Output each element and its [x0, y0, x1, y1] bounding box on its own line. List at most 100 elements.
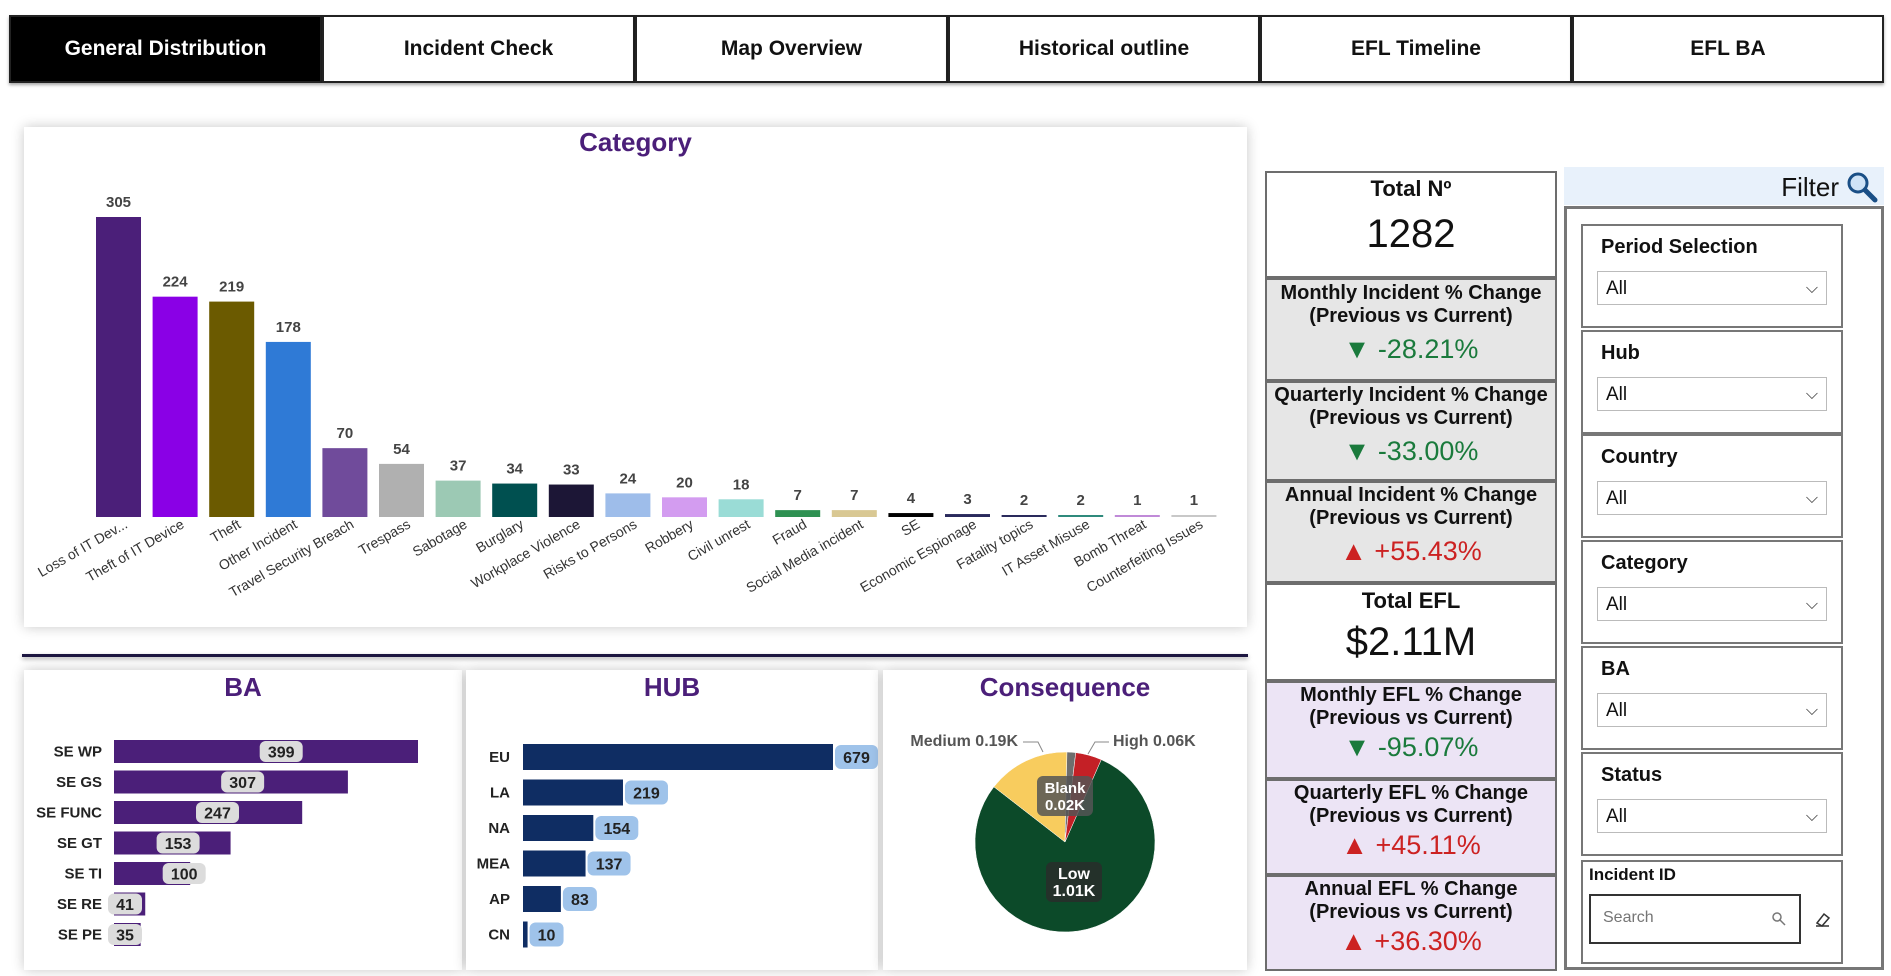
filter-ba: BA All ⌵: [1581, 646, 1843, 750]
hub-bar[interactable]: [523, 921, 528, 948]
category-value-label: 34: [506, 461, 523, 478]
pie-label-low-value: 1.01K: [1053, 883, 1096, 900]
category-value-label: 219: [219, 279, 244, 296]
hub-bar[interactable]: [523, 850, 586, 877]
filter-incident-id: Incident ID: [1581, 860, 1843, 964]
category-bar[interactable]: [1114, 515, 1160, 517]
tab-incident-check[interactable]: Incident Check: [322, 15, 635, 83]
pie-label-blank-bg: [1037, 776, 1093, 816]
filter-category-label: Category: [1601, 552, 1688, 574]
ba-value: All: [1606, 700, 1628, 721]
category-bar[interactable]: [322, 448, 368, 517]
period-selection-dropdown[interactable]: All ⌵: [1597, 271, 1827, 305]
category-bar[interactable]: [435, 480, 481, 517]
ba-axis-label: SE RE: [57, 896, 102, 913]
tab-efl-ba[interactable]: EFL BA: [1572, 15, 1884, 83]
kpi-annual-efl: Annual EFL % Change (Previous vs Current…: [1265, 875, 1557, 971]
filter-hub: Hub All ⌵: [1581, 330, 1843, 434]
category-value-label: 54: [393, 441, 410, 458]
category-value-label: 224: [163, 274, 189, 291]
kpi-total-efl-title: Total EFL: [1361, 588, 1461, 613]
category-bar[interactable]: [152, 296, 198, 517]
category-bar[interactable]: [379, 463, 424, 517]
chevron-down-icon: ⌵: [1805, 808, 1818, 825]
pie-label-medium: Medium 0.19K: [910, 733, 1018, 750]
ba-axis-label: SE GT: [57, 835, 102, 852]
kpi-quarterly-incident-title: Quarterly Incident % Change: [1274, 384, 1548, 406]
ba-value-pill: [221, 771, 265, 793]
category-bar[interactable]: [831, 510, 877, 517]
category-bar[interactable]: [1058, 515, 1104, 517]
kpi-quarterly-incident-subtitle: (Previous vs Current): [1309, 407, 1513, 429]
category-value-label: 1: [1190, 492, 1198, 509]
hub-axis-label: EU: [489, 749, 510, 766]
tab-map-overview[interactable]: Map Overview: [635, 15, 948, 83]
category-axis-label: Trespass: [356, 516, 413, 558]
category-bar[interactable]: [775, 510, 821, 517]
category-bar[interactable]: [1171, 515, 1217, 517]
ba-chart-panel: BA SE WP 399 SE GS 307 SE FUNC 247 SE GT 153 SE …: [24, 670, 462, 970]
category-value-label: 2: [1077, 492, 1085, 509]
category-value-label: 3: [963, 491, 971, 508]
category-dropdown[interactable]: All ⌵: [1597, 587, 1827, 621]
hub-chart-panel: HUB EU 679 LA 219 NA 154 MEA 137 AP 83 CN 10: [466, 670, 878, 970]
category-bar[interactable]: [1001, 515, 1047, 517]
category-bar[interactable]: [718, 499, 764, 517]
category-bar[interactable]: [662, 497, 707, 517]
pie-label-blank-value: 0.02K: [1045, 797, 1085, 814]
pie-label-low-bg: [1046, 862, 1102, 902]
eraser-icon[interactable]: [1813, 909, 1833, 929]
hub-bar[interactable]: [523, 744, 833, 770]
hub-bar[interactable]: [523, 815, 594, 841]
category-bar[interactable]: [209, 301, 255, 517]
hub-bar[interactable]: [523, 886, 561, 912]
category-axis-label: Civil unrest: [685, 516, 753, 565]
category-bar[interactable]: [548, 484, 594, 517]
filter-country: Country All ⌵: [1581, 434, 1843, 538]
kpi-monthly-efl-subtitle: (Previous vs Current): [1309, 707, 1513, 729]
ba-axis-label: SE FUNC: [36, 805, 102, 822]
kpi-annual-incident-value: ▲ +55.43%: [1340, 536, 1482, 566]
hub-value-label: 137: [596, 857, 623, 874]
filter-hub-label: Hub: [1601, 342, 1640, 364]
category-value-label: 33: [563, 462, 580, 479]
category-bar[interactable]: [605, 493, 651, 517]
filter-ba-label: BA: [1601, 658, 1630, 680]
incident-id-search-input[interactable]: [1601, 908, 1755, 928]
magnifier-icon[interactable]: [1844, 169, 1878, 203]
hub-value-pill: [587, 851, 631, 876]
hub-value-pill: [835, 745, 878, 769]
status-dropdown[interactable]: All ⌵: [1597, 799, 1827, 833]
category-value: All: [1606, 594, 1628, 615]
category-chart-title: Category: [579, 127, 692, 157]
ba-value-label: 153: [165, 836, 192, 853]
pie-slice-medium[interactable]: [993, 751, 1068, 843]
category-value-label: 305: [106, 194, 131, 211]
category-bar[interactable]: [888, 513, 934, 517]
category-bar[interactable]: [945, 514, 990, 517]
tab-general-distribution[interactable]: General Distribution: [9, 15, 322, 83]
kpi-quarterly-incident: Quarterly Incident % Change (Previous vs…: [1265, 381, 1557, 481]
tab-efl-timeline[interactable]: EFL Timeline: [1260, 15, 1572, 83]
kpi-monthly-incident: Monthly Incident % Change (Previous vs C…: [1265, 278, 1557, 381]
category-bar[interactable]: [492, 483, 538, 517]
hub-dropdown[interactable]: All ⌵: [1597, 377, 1827, 411]
incident-id-search[interactable]: [1589, 894, 1801, 944]
hub-bar[interactable]: [523, 779, 623, 806]
tab-historical-outline[interactable]: Historical outline: [948, 15, 1260, 83]
kpi-annual-efl-value: ▲ +36.30%: [1340, 926, 1482, 956]
category-value-label: 2: [1020, 492, 1028, 509]
kpi-quarterly-efl-subtitle: (Previous vs Current): [1309, 805, 1513, 827]
ba-value-label: 100: [171, 867, 198, 884]
category-bar[interactable]: [265, 341, 311, 517]
country-dropdown[interactable]: All ⌵: [1597, 481, 1827, 515]
status-value: All: [1606, 806, 1628, 827]
category-bar[interactable]: [96, 217, 141, 517]
kpi-monthly-efl-value: ▼ -95.07%: [1343, 732, 1479, 762]
ba-dropdown[interactable]: All ⌵: [1597, 693, 1827, 727]
category-value-label: 7: [794, 487, 802, 504]
pie-slice-low[interactable]: [974, 759, 1156, 933]
ba-axis-label: SE TI: [64, 866, 102, 883]
chevron-down-icon: ⌵: [1805, 280, 1818, 297]
